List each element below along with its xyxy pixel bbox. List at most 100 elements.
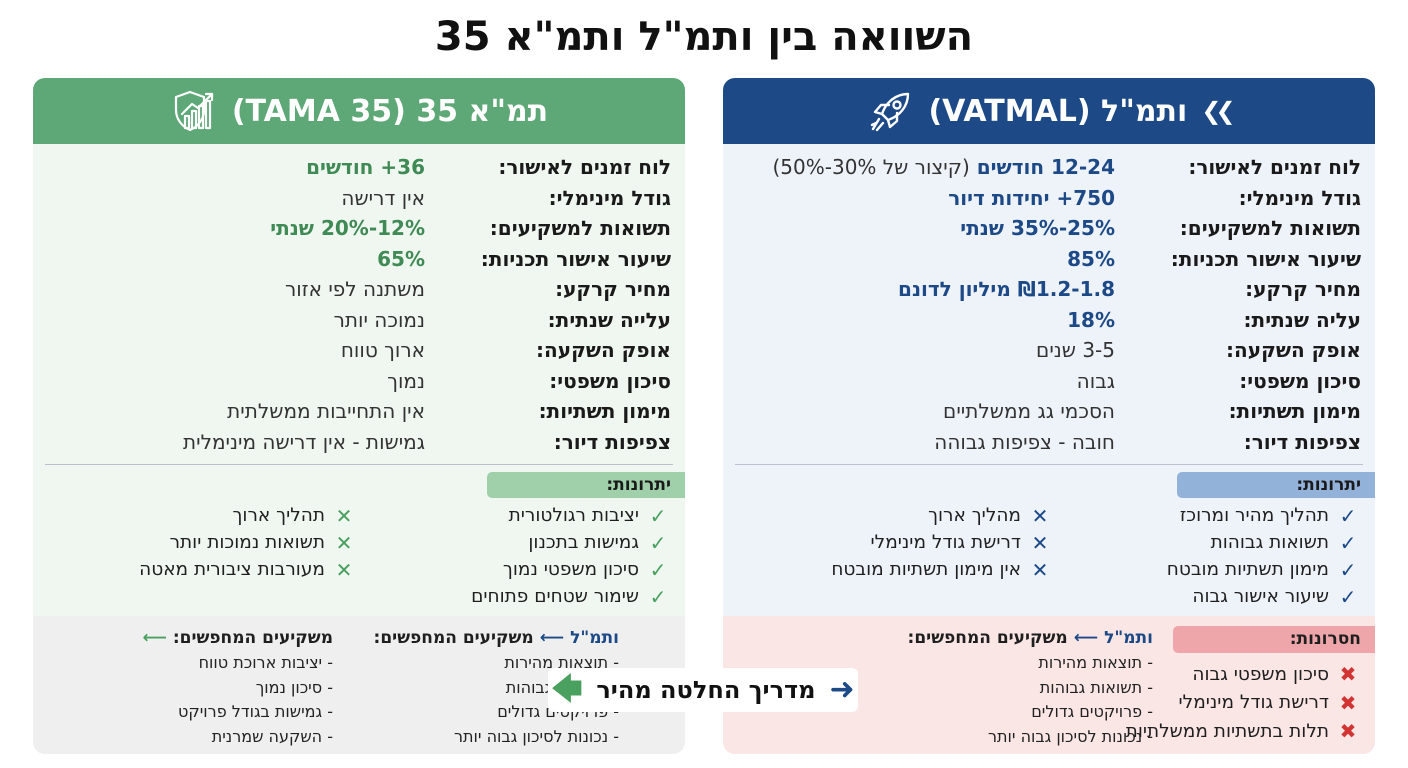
x-icon: ✕ [1031,557,1049,582]
list-item: ✕ תהליך ארוך [75,502,355,529]
guide-line: - תוצאות מהירות [504,653,619,672]
list-item: ✕ מעורבות ציבורית מאטה [75,556,355,583]
guide-heading: משקיעים המחפשים: [907,628,1068,648]
vatmal-advantages-list: ✓ תהליך מהיר ומרוכז ✓ תשואות גבוהות ✓ מימון… [1139,502,1359,610]
quick-decision-guide: ➜ מדריך החלטה מהיר 🡄 [548,668,858,712]
x-icon: ✖ [1339,719,1357,744]
vatmal-row-land-price: מחיר קרקע: ₪1.2-1.8 מיליון לדונם [898,277,1361,302]
guide-line: - פרויקטים גדולים [1031,702,1153,721]
tama-row-horizon: אופק השקעה: ארוך טווח [340,338,671,363]
tama-rows: לוח זמנים לאישור: 36+ חודשים גודל מינימל… [47,152,671,457]
list-item: ✕ אין מימון תשתיות מובטח [771,556,1051,583]
vatmal-row-legal-risk: סיכון משפטי: גבוה [1076,368,1361,393]
list-item: ✕ דרישת גודל מינימלי [771,529,1051,556]
list-item: ✖ תלות בתשתיות ממשלתיות [1059,717,1359,746]
arrow-left-icon: ⟵ [539,628,565,648]
tama-header-title: תמ"א 35 (TAMA 35) [231,93,549,129]
tama-row-infra: מימון תשתיות: אין התחייבות ממשלתית [227,399,671,424]
check-icon: ✓ [649,503,667,528]
page-title: השוואה בין ותמ"ל ותמ"א 35 [434,14,974,60]
x-icon: ✕ [335,503,353,528]
check-icon: ✓ [649,530,667,555]
double-chevron-icon: ❯❯ [1201,97,1235,125]
tama-divider [45,464,673,465]
arrow-left-icon: ⟵ [1073,628,1099,648]
list-item: ✓ תשואות גבוהות [1139,529,1359,556]
guide-line: - נכונות לסיכון גבוה יותר [988,726,1153,746]
check-icon: ✓ [1339,557,1357,582]
vatmal-header-title: ותמ"ל (VATMAL) [928,93,1188,129]
tama-advantages-tag: יתרונות: [487,472,685,498]
tama-advantages-list: ✓ יציבות רגולטורית ✓ גמישות בתכנון ✓ סיכון … [449,502,669,610]
vatmal-advantages-tag: יתרונות: [1177,472,1375,498]
vatmal-row-timeline: לוח זמנים לאישור: 12-24 חודשים (קיצור של… [772,155,1361,180]
vatmal-disadvantages-tag: חסרונות: [1173,626,1375,653]
list-item: ✓ גמישות בתכנון [449,529,669,556]
vatmal-row-approval-rate: שיעור אישור תכניות: 85% [1067,246,1361,271]
x-icon: ✖ [1339,662,1357,687]
vatmal-row-min-size: גודל מינימלי: 750+ יחידות דיור [948,185,1361,210]
check-icon: ✓ [1339,530,1357,555]
vatmal-cons-list: ✕ מהליך ארוך ✕ דרישת גודל מינימלי ✕ אין מימ… [771,502,1051,583]
vatmal-disadvantages-list: ✖ סיכון משפטי גבוה ✖ דרישת גודל מינימלי ✖ ת… [1059,660,1359,746]
x-icon: ✖ [1339,690,1357,715]
vatmal-header: ❯❯ ותמ"ל (VATMAL) [723,78,1375,144]
shield-chart-icon [170,88,218,134]
list-item: ✓ סיכון משפטי נמוך [449,556,669,583]
list-item: ✓ שיעור אישור גבוה [1139,583,1359,610]
x-icon: ✕ [1031,503,1049,528]
vatmal-bottom-section: חסרונות: ✖ סיכון משפטי גבוה ✖ דרישת גודל מ… [723,616,1375,754]
tama-row-land-price: מחיר קרקע: משתנה לפי אזור [284,277,671,302]
vatmal-row-horizon: אופק השקעה: 3-5 שנים [1036,338,1361,363]
tama-row-legal-risk: סיכון משפטי: נמוך [387,368,671,393]
tama-header: תמ"א 35 (TAMA 35) [33,78,685,144]
tama-row-annual-rise: עלייה שנתית: נמוכה יותר [333,307,671,332]
tama-row-returns: תשואות למשקיעים: 12%-20% שנתי [270,216,671,241]
tama-cons-list: ✕ תהליך ארוך ✕ תשואות נמוכות יותר ✕ מעורבות… [75,502,355,583]
list-item: ✓ מימון תשתיות מובטח [1139,556,1359,583]
list-item: ✓ תהליך מהיר ומרוכז [1139,502,1359,529]
guide-line: - תוצאות מהירות [1038,653,1153,672]
list-item: ✕ מהליך ארוך [771,502,1051,529]
tama-bottom-section: ותמ"ל ⟵ משקיעים המחפשים: - תוצאות מהירות… [33,616,685,754]
guide-line: - תשואות גבוהות [1039,677,1153,697]
tama-row-density: צפיפות דיור: גמישות - אין דרישה מינימלית [182,429,671,454]
list-item: ✕ תשואות נמוכות יותר [75,529,355,556]
tama-row-timeline: לוח זמנים לאישור: 36+ חודשים [306,155,671,180]
vatmal-rows: לוח זמנים לאישור: 12-24 חודשים (קיצור של… [737,152,1361,457]
rocket-icon [868,88,914,134]
list-item: ✖ סיכון משפטי גבוה [1059,660,1359,689]
arrow-left-icon: 🡄 [551,672,583,707]
guide-line: - יציבות ארוכת טווח [198,653,333,672]
arrow-left-icon: ⟵ [142,628,167,648]
vatmal-divider [735,464,1363,465]
list-item: ✖ דרישת גודל מינימלי [1059,689,1359,718]
check-icon: ✓ [1339,584,1357,609]
list-item: ✓ יציבות רגולטורית [449,502,669,529]
x-icon: ✕ [1031,530,1049,555]
guide-heading: משקיעים המחפשים: [172,628,333,648]
guide-name: ותמ"ל [570,628,619,648]
guide-line: - נכונות לסיכון גבוה יותר [454,726,619,746]
vatmal-row-infra: מימון תשתיות: הסכמי גג ממשלתיים [943,399,1361,424]
vatmal-guide: ותמ"ל ⟵ משקיעים המחפשים: - תוצאות מהירות… [908,628,1153,749]
guide-line: - גמישות בגודל פרויקט [178,702,333,721]
check-icon: ✓ [649,584,667,609]
tama-guide: משקיעים המחפשים: ⟵ - יציבות ארוכת טווח -… [142,628,333,749]
x-icon: ✕ [335,530,353,555]
tama-row-approval-rate: שיעור אישור תכניות: 65% [377,246,671,271]
guide-heading: משקיעים המחפשים: [373,628,534,648]
arrow-right-icon: ➜ [829,672,855,707]
vatmal-row-density: צפיפות דיור: חובה - צפיפות גבוהה [934,429,1361,454]
guide-line: - סיכון נמוך [255,677,333,697]
vatmal-card: ❯❯ ותמ"ל (VATMAL) לוח זמנים לאישור: 12-2… [723,78,1375,754]
vatmal-row-annual-rise: עליה שנתית: 18% [1067,307,1361,332]
vatmal-row-returns: תשואות למשקיעים: 25%-35% שנתי [960,216,1361,241]
guide-name: ותמ"ל [1104,628,1153,648]
x-icon: ✕ [335,557,353,582]
quick-guide-label: מדריך החלטה מהיר [596,676,816,704]
list-item: ✓ שימור שטחים פתוחים [449,583,669,610]
guide-line: - השקעה שמרנית [211,726,333,746]
check-icon: ✓ [1339,503,1357,528]
tama-row-min-size: גודל מינימלי: אין דרישה [341,185,671,210]
